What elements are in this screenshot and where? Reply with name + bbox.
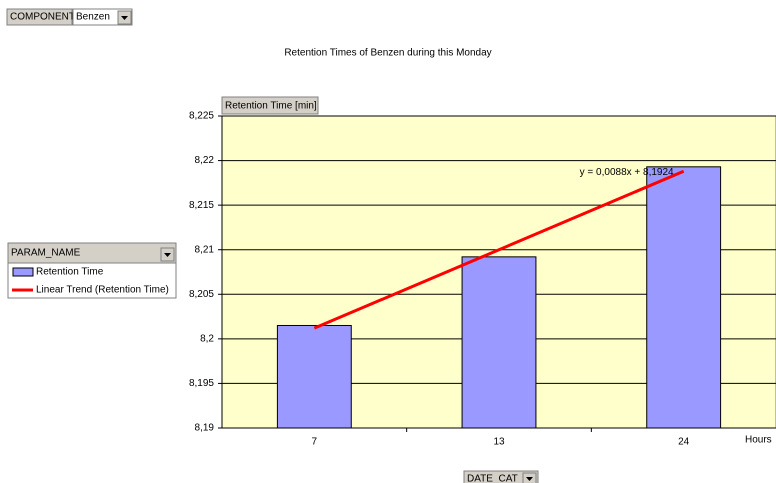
filter-field-button[interactable] bbox=[6, 8, 73, 26]
legend-header[interactable] bbox=[7, 242, 177, 264]
chart-title: Retention Times of Benzen during this Mo… bbox=[284, 48, 491, 59]
dropdown-arrow bbox=[121, 16, 128, 20]
y-tick-label: 8,195 bbox=[189, 378, 214, 389]
legend-label: Linear Trend (Retention Time) bbox=[36, 285, 169, 296]
filter-dropdown[interactable] bbox=[72, 8, 133, 26]
y-tick-label: 8,205 bbox=[189, 289, 214, 300]
y-tick-label: 8,225 bbox=[189, 111, 214, 122]
x-axis-label: Hours bbox=[745, 435, 772, 446]
x-tick-label: 7 bbox=[312, 437, 318, 448]
y-tick-label: 8,215 bbox=[189, 200, 214, 211]
y-field-button[interactable] bbox=[221, 96, 319, 115]
trend-line bbox=[313, 169, 685, 330]
x-tick-label: 24 bbox=[678, 437, 690, 448]
x-field-button[interactable] bbox=[463, 470, 539, 483]
bar bbox=[276, 324, 352, 429]
y-tick-label: 8,19 bbox=[195, 423, 215, 434]
x-tick-label: 13 bbox=[493, 437, 505, 448]
y-tick-label: 8,2 bbox=[200, 333, 214, 344]
y-tick-label: 8,21 bbox=[195, 244, 215, 255]
dropdown-arrow bbox=[164, 253, 171, 257]
x-field: DATE_CAT bbox=[467, 474, 518, 483]
filter-value: Benzen bbox=[76, 12, 110, 23]
trend-equation: y = 0,0088x + 8,1924 bbox=[580, 167, 674, 178]
dropdown-arrow bbox=[526, 477, 533, 481]
bar bbox=[461, 256, 537, 429]
legend-swatch bbox=[12, 267, 34, 277]
legend-title: PARAM_NAME bbox=[11, 248, 81, 259]
filter-field: COMPONENT bbox=[10, 12, 75, 23]
legend-label: Retention Time bbox=[36, 267, 104, 278]
y-field: Retention Time [min] bbox=[225, 101, 317, 112]
y-tick-label: 8,22 bbox=[195, 155, 215, 166]
bar bbox=[646, 166, 722, 429]
